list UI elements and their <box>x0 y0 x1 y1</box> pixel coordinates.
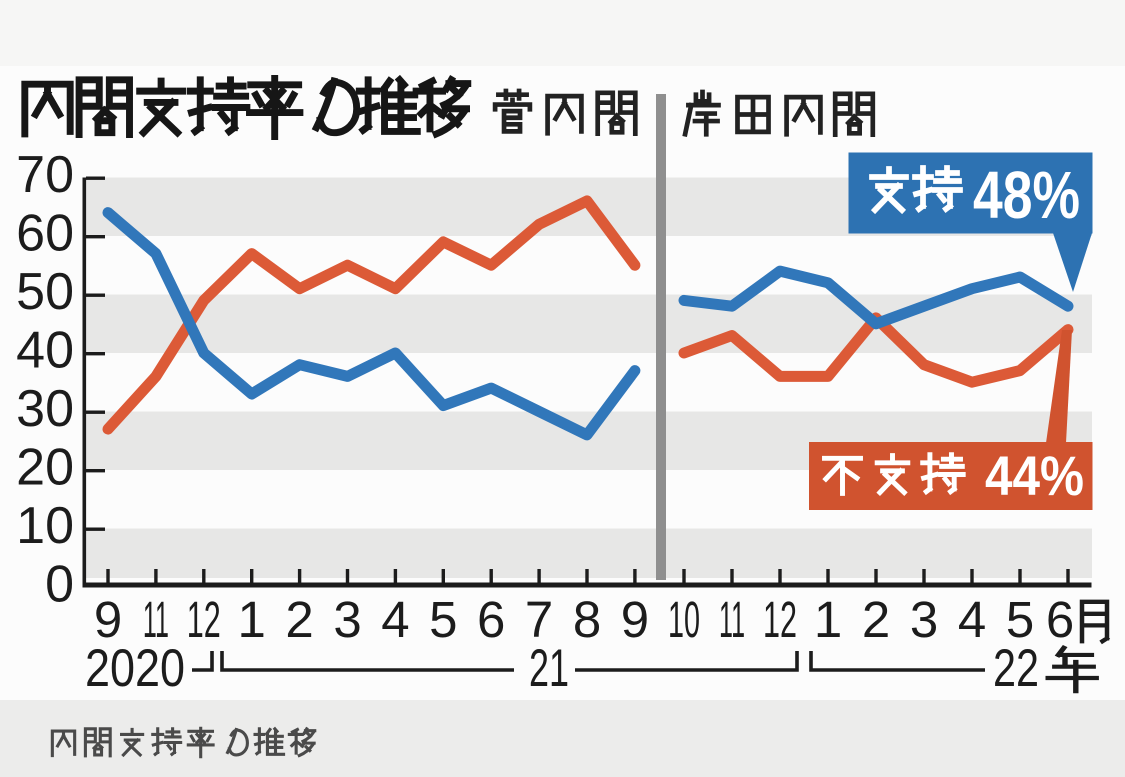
svg-text:44%: 44% <box>985 444 1084 507</box>
svg-text:0: 0 <box>45 556 74 614</box>
svg-text:8: 8 <box>573 591 601 648</box>
svg-text:12: 12 <box>187 591 221 648</box>
svg-text:5: 5 <box>429 591 457 648</box>
svg-text:40: 40 <box>16 322 74 380</box>
svg-text:20: 20 <box>16 439 74 497</box>
svg-text:7: 7 <box>525 591 553 648</box>
svg-text:6: 6 <box>1046 591 1074 648</box>
svg-text:21: 21 <box>529 639 569 698</box>
svg-text:22: 22 <box>993 639 1039 698</box>
svg-text:11: 11 <box>143 591 169 648</box>
svg-text:11: 11 <box>719 591 745 648</box>
svg-text:2: 2 <box>862 591 890 648</box>
svg-text:1: 1 <box>814 591 842 648</box>
svg-text:10: 10 <box>668 591 700 648</box>
svg-text:9: 9 <box>621 591 649 648</box>
svg-text:48%: 48% <box>973 158 1080 233</box>
svg-text:5: 5 <box>1006 591 1034 648</box>
svg-text:10: 10 <box>16 497 74 555</box>
svg-text:4: 4 <box>958 591 986 648</box>
svg-text:30: 30 <box>16 380 74 438</box>
svg-text:1: 1 <box>238 591 266 648</box>
svg-text:3: 3 <box>910 591 938 648</box>
svg-text:2020: 2020 <box>85 639 185 698</box>
svg-text:60: 60 <box>16 205 74 263</box>
svg-text:12: 12 <box>763 591 797 648</box>
svg-text:50: 50 <box>16 263 74 321</box>
svg-text:2: 2 <box>285 591 313 648</box>
svg-text:3: 3 <box>333 591 361 648</box>
svg-text:70: 70 <box>16 146 74 204</box>
svg-text:4: 4 <box>381 591 409 648</box>
svg-text:9: 9 <box>94 591 122 648</box>
svg-text:6: 6 <box>477 591 505 648</box>
